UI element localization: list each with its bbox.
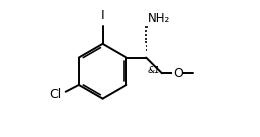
Text: Cl: Cl: [49, 88, 62, 101]
Text: &1: &1: [147, 66, 160, 75]
Text: I: I: [101, 9, 105, 22]
Text: O: O: [173, 67, 183, 80]
Text: NH₂: NH₂: [148, 12, 171, 25]
